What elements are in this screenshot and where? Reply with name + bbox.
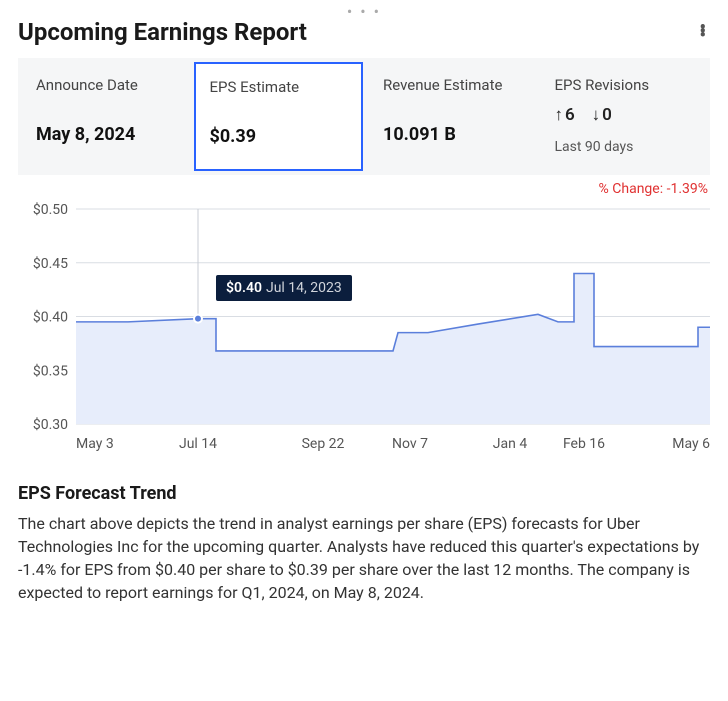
svg-text:Jan 4: Jan 4 — [493, 436, 528, 452]
revisions-counts: ↑6 ↓0 — [555, 105, 693, 125]
card-eps-revisions[interactable]: EPS Revisions ↑6 ↓0 Last 90 days — [541, 62, 707, 171]
eps-chart[interactable]: % Change: -1.39% $0.30$0.35$0.40$0.45$0.… — [18, 181, 710, 459]
card-label: Revenue Estimate — [383, 76, 521, 114]
page-title: Upcoming Earnings Report — [18, 18, 307, 46]
more-options-icon[interactable]: ••• — [696, 22, 710, 42]
chart-tooltip: $0.40Jul 14, 2023 — [216, 275, 352, 301]
card-announce-date[interactable]: Announce Date May 8, 2024 — [22, 62, 188, 171]
up-arrow-icon: ↑ — [555, 105, 564, 125]
card-label: EPS Revisions — [555, 76, 693, 95]
card-value: 10.091 B — [383, 124, 521, 145]
card-value: $0.39 — [210, 126, 348, 147]
drag-handle-icon: • • • — [18, 8, 710, 18]
svg-text:$0.35: $0.35 — [33, 362, 68, 379]
svg-text:$0.50: $0.50 — [33, 201, 68, 218]
svg-text:Sep 22: Sep 22 — [302, 436, 345, 452]
svg-text:Jul 14: Jul 14 — [179, 436, 217, 452]
card-eps-estimate[interactable]: EPS Estimate $0.39 — [194, 62, 364, 171]
card-label: EPS Estimate — [210, 78, 348, 116]
summary-cards: Announce Date May 8, 2024 EPS Estimate $… — [18, 58, 710, 175]
header: Upcoming Earnings Report ••• — [18, 18, 710, 46]
svg-text:May 6: May 6 — [672, 436, 710, 452]
card-revenue-estimate[interactable]: Revenue Estimate 10.091 B — [369, 62, 535, 171]
chart-svg: $0.30 $0.35 $0.40 $0.45 $0.50 May 3 Jul 14 Sep … — [18, 199, 710, 459]
tooltip-value: $0.40 — [226, 280, 262, 296]
down-arrow-icon: ↓ — [592, 105, 601, 125]
card-value: May 8, 2024 — [36, 124, 174, 145]
svg-text:May 3: May 3 — [76, 436, 114, 452]
tooltip-date: Jul 14, 2023 — [266, 280, 342, 296]
svg-text:$0.45: $0.45 — [33, 255, 68, 272]
pct-change-label: % Change: -1.39% — [18, 181, 710, 197]
svg-text:$0.40: $0.40 — [33, 308, 68, 325]
trend-body: The chart above depicts the trend in ana… — [18, 512, 710, 605]
revisions-down-count: 0 — [602, 105, 612, 125]
revisions-up-count: 6 — [565, 105, 575, 125]
card-label: Announce Date — [36, 76, 174, 114]
svg-text:Feb 16: Feb 16 — [563, 436, 605, 452]
revisions-sublabel: Last 90 days — [555, 139, 693, 155]
trend-title: EPS Forecast Trend — [18, 483, 710, 504]
svg-text:$0.30: $0.30 — [33, 416, 68, 433]
svg-text:Nov 7: Nov 7 — [392, 436, 428, 452]
